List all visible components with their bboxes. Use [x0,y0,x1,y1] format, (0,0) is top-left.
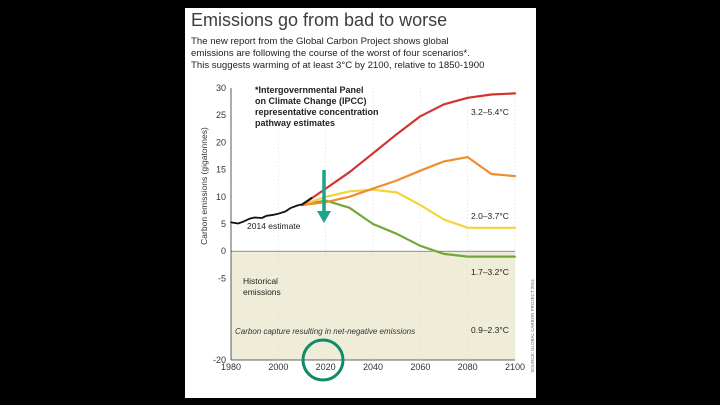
series-label-rcp60: 2.0–3.7°C [471,211,509,221]
y-tick-15: 15 [216,165,226,175]
x-tick-1980: 1980 [221,362,241,372]
estimate-2014-label: 2014 estimate [247,221,301,231]
x-tick-2000: 2000 [268,362,288,372]
series-label-rcp26: 0.9–2.3°C [471,325,509,335]
chart-title: Emissions go from bad to worse [191,10,448,30]
emissions-chart: -20 -5 0 5 10 15 20 25 30 1980 2000 2020 2040 2060 208… [199,83,535,382]
y-tick-5: 5 [221,219,226,229]
series-line-rcp60 [300,156,517,207]
ipcc-footnote-3: representative concentration [255,107,379,117]
series-line-rcp26 [300,199,517,258]
subtitle-line-2: emissions are following the course of th… [191,48,470,59]
y-tick-25: 25 [216,110,226,120]
x-tick-2040: 2040 [363,362,383,372]
highlight-circle [301,338,345,382]
carbon-capture-label: Carbon capture resulting in net-negative… [235,327,415,336]
x-tick-2100: 2100 [505,362,525,372]
series-label-rcp85: 3.2–5.4°C [471,107,509,117]
x-tick-2080: 2080 [458,362,478,372]
y-tick-30: 30 [216,83,226,93]
y-tick--5: -5 [218,273,226,283]
y-axis-label: Carbon emissions (gigatonnes) [199,127,209,245]
figure-card: Emissions go from bad to worse The new r… [185,8,536,398]
subtitle-line-1: The new report from the Global Carbon Pr… [191,36,449,47]
series-line-rcp85 [300,92,517,207]
subtitle-line-3: This suggests warming of at least 3°C by… [191,60,485,71]
y-tick-10: 10 [216,192,226,202]
series-label-rcp45: 1.7–3.2°C [471,267,509,277]
ipcc-footnote-2: on Climate Change (IPCC) [255,96,367,106]
y-tick-0: 0 [221,246,226,256]
historical-label-1: Historical [243,276,278,286]
x-tick-2020: 2020 [316,362,336,372]
ipcc-footnote-4: pathway estimates [255,118,335,128]
historical-label-2: emissions [243,287,281,297]
series-line-rcp45 [300,188,517,229]
ipcc-footnote-1: *Intergovernmental Panel [255,85,364,95]
series-line-historical [230,196,313,225]
x-tick-2060: 2060 [410,362,430,372]
y-tick--20: -20 [213,355,226,365]
arrow-down-icon [317,211,331,223]
source-credit: SOURCE: GLOBAL CARBON PROJECT 2014 [530,279,535,373]
y-tick-20: 20 [216,137,226,147]
